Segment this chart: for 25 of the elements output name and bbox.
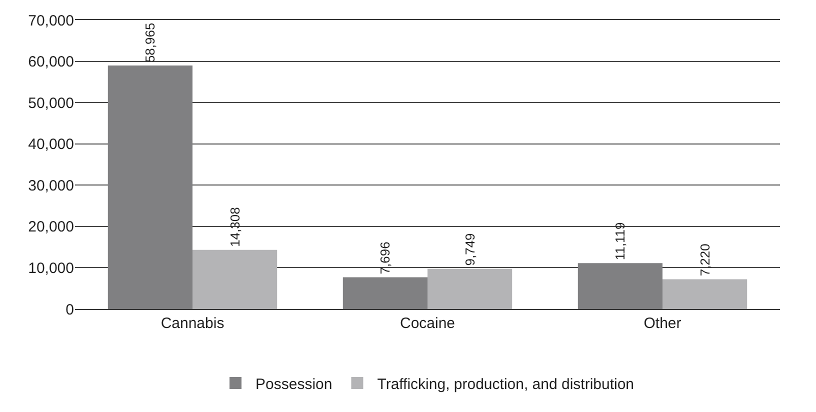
legend-label: Trafficking, production, and distribution (377, 376, 634, 393)
bar (578, 263, 662, 309)
bar (662, 279, 748, 309)
data-label: 9,749 (462, 233, 478, 266)
bar (342, 277, 428, 309)
y-tick-label: 70,000 (28, 12, 74, 30)
bar (428, 268, 512, 309)
data-label: 7,220 (697, 244, 712, 276)
y-tick-label: 30,000 (28, 177, 74, 194)
data-label: 58,965 (142, 22, 158, 63)
y-tick-label: 50,000 (28, 94, 74, 112)
y-tick-label: 60,000 (28, 54, 74, 71)
bar (108, 66, 192, 309)
x-tick-label: Cannabis (160, 315, 224, 332)
data-label: 11,119 (612, 222, 628, 260)
data-label: 14,308 (227, 207, 242, 247)
data-label: 7,696 (378, 242, 393, 274)
y-tick-label: 40,000 (28, 136, 74, 154)
legend-label: Possession (256, 376, 332, 393)
y-tick-label: 10,000 (28, 260, 74, 277)
y-tick-label: 0 (66, 301, 74, 318)
x-tick-label: Other (644, 315, 682, 332)
y-tick-label: 20,000 (28, 218, 74, 236)
bar (192, 250, 278, 309)
x-tick-label: Cocaine (400, 315, 456, 332)
